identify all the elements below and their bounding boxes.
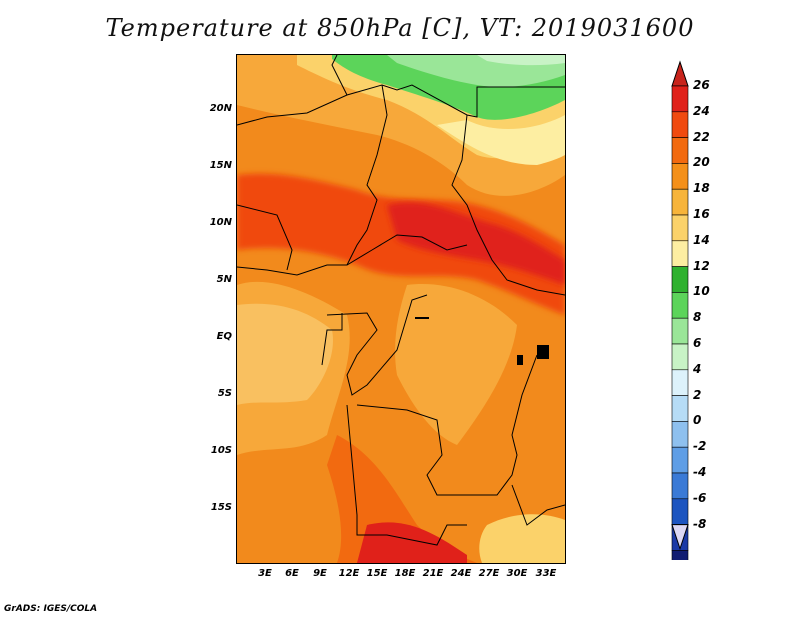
colorbar-segment bbox=[671, 395, 689, 422]
colorbar-level-label: -6 bbox=[693, 490, 707, 505]
colorbar-segment bbox=[671, 214, 689, 242]
colorbar-segment bbox=[671, 343, 689, 371]
colorbar-bottom-arrow bbox=[671, 524, 689, 551]
temperature-map bbox=[236, 54, 566, 564]
colorbar bbox=[671, 60, 689, 560]
lat-label-15n: 15N bbox=[209, 160, 232, 171]
lat-label-10n: 10N bbox=[209, 217, 232, 228]
lat-label-15s: 15S bbox=[210, 502, 232, 513]
colorbar-segment bbox=[671, 85, 689, 113]
colorbar-level-label: 16 bbox=[693, 207, 710, 221]
colorbar-segment bbox=[671, 369, 689, 396]
lon-label-33e: 33E bbox=[535, 568, 557, 579]
lon-label-18e: 18E bbox=[394, 568, 416, 579]
colorbar-segment bbox=[671, 317, 689, 345]
colorbar-level-label: 0 bbox=[693, 413, 702, 428]
lon-label-6e: 6E bbox=[285, 568, 299, 579]
colorbar-level-label: 20 bbox=[693, 155, 710, 170]
colorbar-segment bbox=[671, 240, 689, 267]
colorbar-segment bbox=[671, 188, 689, 216]
lon-label-27e: 27E bbox=[478, 568, 500, 579]
colorbar-level-label: 6 bbox=[693, 336, 702, 350]
lon-label-15e: 15E bbox=[366, 568, 388, 579]
lat-label-eq: EQ bbox=[216, 331, 232, 342]
colorbar-level-label: 8 bbox=[693, 310, 702, 325]
temperature-field bbox=[237, 55, 565, 563]
grads-credit: GrADS: IGES/COLA bbox=[4, 604, 98, 614]
lon-label-3e: 3E bbox=[258, 568, 272, 579]
lon-label-9e: 9E bbox=[313, 568, 327, 579]
colorbar-level-label: -4 bbox=[693, 465, 707, 479]
colorbar-segment bbox=[671, 137, 689, 164]
lat-label-20n: 20N bbox=[209, 103, 232, 114]
colorbar-segment bbox=[671, 111, 689, 138]
colorbar-segment bbox=[671, 292, 689, 319]
colorbar-top-arrow bbox=[671, 60, 689, 87]
colorbar-segment bbox=[671, 446, 689, 474]
lon-label-12e: 12E bbox=[338, 568, 360, 579]
lon-label-30e: 30E bbox=[506, 568, 528, 579]
colorbar-level-label: 2 bbox=[693, 387, 702, 402]
lat-label-5s: 5S bbox=[217, 388, 232, 399]
lon-label-21e: 21E bbox=[422, 568, 444, 579]
colorbar-segment bbox=[671, 266, 689, 293]
lat-label-10s: 10S bbox=[210, 445, 232, 456]
colorbar-segment bbox=[671, 163, 689, 190]
colorbar-level-label: -8 bbox=[693, 516, 707, 531]
colorbar-level-label: 14 bbox=[693, 232, 710, 247]
colorbar-level-label: 24 bbox=[693, 103, 710, 118]
colorbar-level-label: 10 bbox=[693, 284, 710, 299]
colorbar-segment bbox=[671, 421, 689, 448]
colorbar-segment bbox=[671, 498, 689, 525]
colorbar-level-label: 26 bbox=[693, 78, 710, 92]
colorbar-level-label: 18 bbox=[693, 181, 710, 196]
colorbar-level-label: 22 bbox=[693, 129, 710, 144]
lon-label-24e: 24E bbox=[450, 568, 472, 579]
colorbar-level-label: 4 bbox=[693, 361, 702, 376]
map-title: Temperature at 850hPa [C], VT: 201903160… bbox=[105, 14, 695, 42]
colorbar-level-label: -2 bbox=[693, 439, 707, 454]
colorbar-segment bbox=[671, 472, 689, 500]
colorbar-segment bbox=[671, 550, 689, 560]
lat-label-5n: 5N bbox=[216, 274, 232, 285]
colorbar-level-label: 12 bbox=[693, 258, 710, 273]
